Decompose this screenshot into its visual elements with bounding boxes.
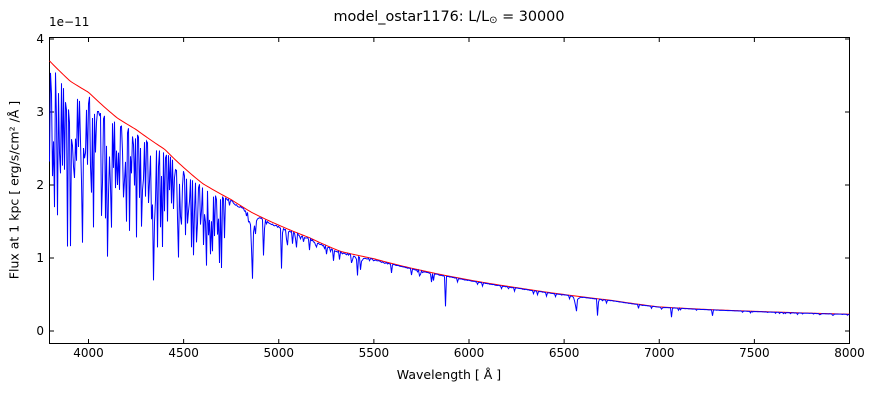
x-tick-label: 7500 <box>739 346 770 360</box>
y-tick-label: 2 <box>36 178 44 192</box>
x-tick-label: 5500 <box>358 346 390 360</box>
y-axis-offset-label: 1e−11 <box>49 15 90 29</box>
spectrum-line <box>49 72 850 318</box>
x-tick-label: 4000 <box>73 346 104 360</box>
title-suffix: = 30000 <box>497 9 565 25</box>
x-tick-label: 7000 <box>643 346 675 360</box>
y-tick-label: 4 <box>36 32 44 46</box>
x-axis-label: Wavelength [ Å ] <box>396 367 502 382</box>
x-tick-label: 6000 <box>453 346 485 360</box>
x-tick-label: 8000 <box>834 346 865 360</box>
plot-title: model_ostar1176: L/L⊙ = 30000 <box>49 9 849 26</box>
title-text: model_ostar1176: L/L <box>333 9 490 25</box>
y-tick-label: 0 <box>36 324 44 338</box>
y-tick-label: 1 <box>36 251 44 265</box>
x-tick-label: 5000 <box>263 346 295 360</box>
y-tick-label: 3 <box>36 105 44 119</box>
x-tick-label: 4500 <box>168 346 199 360</box>
x-tick-label: 6500 <box>548 346 580 360</box>
axes-frame <box>49 37 850 344</box>
sun-symbol: ⊙ <box>489 15 498 26</box>
